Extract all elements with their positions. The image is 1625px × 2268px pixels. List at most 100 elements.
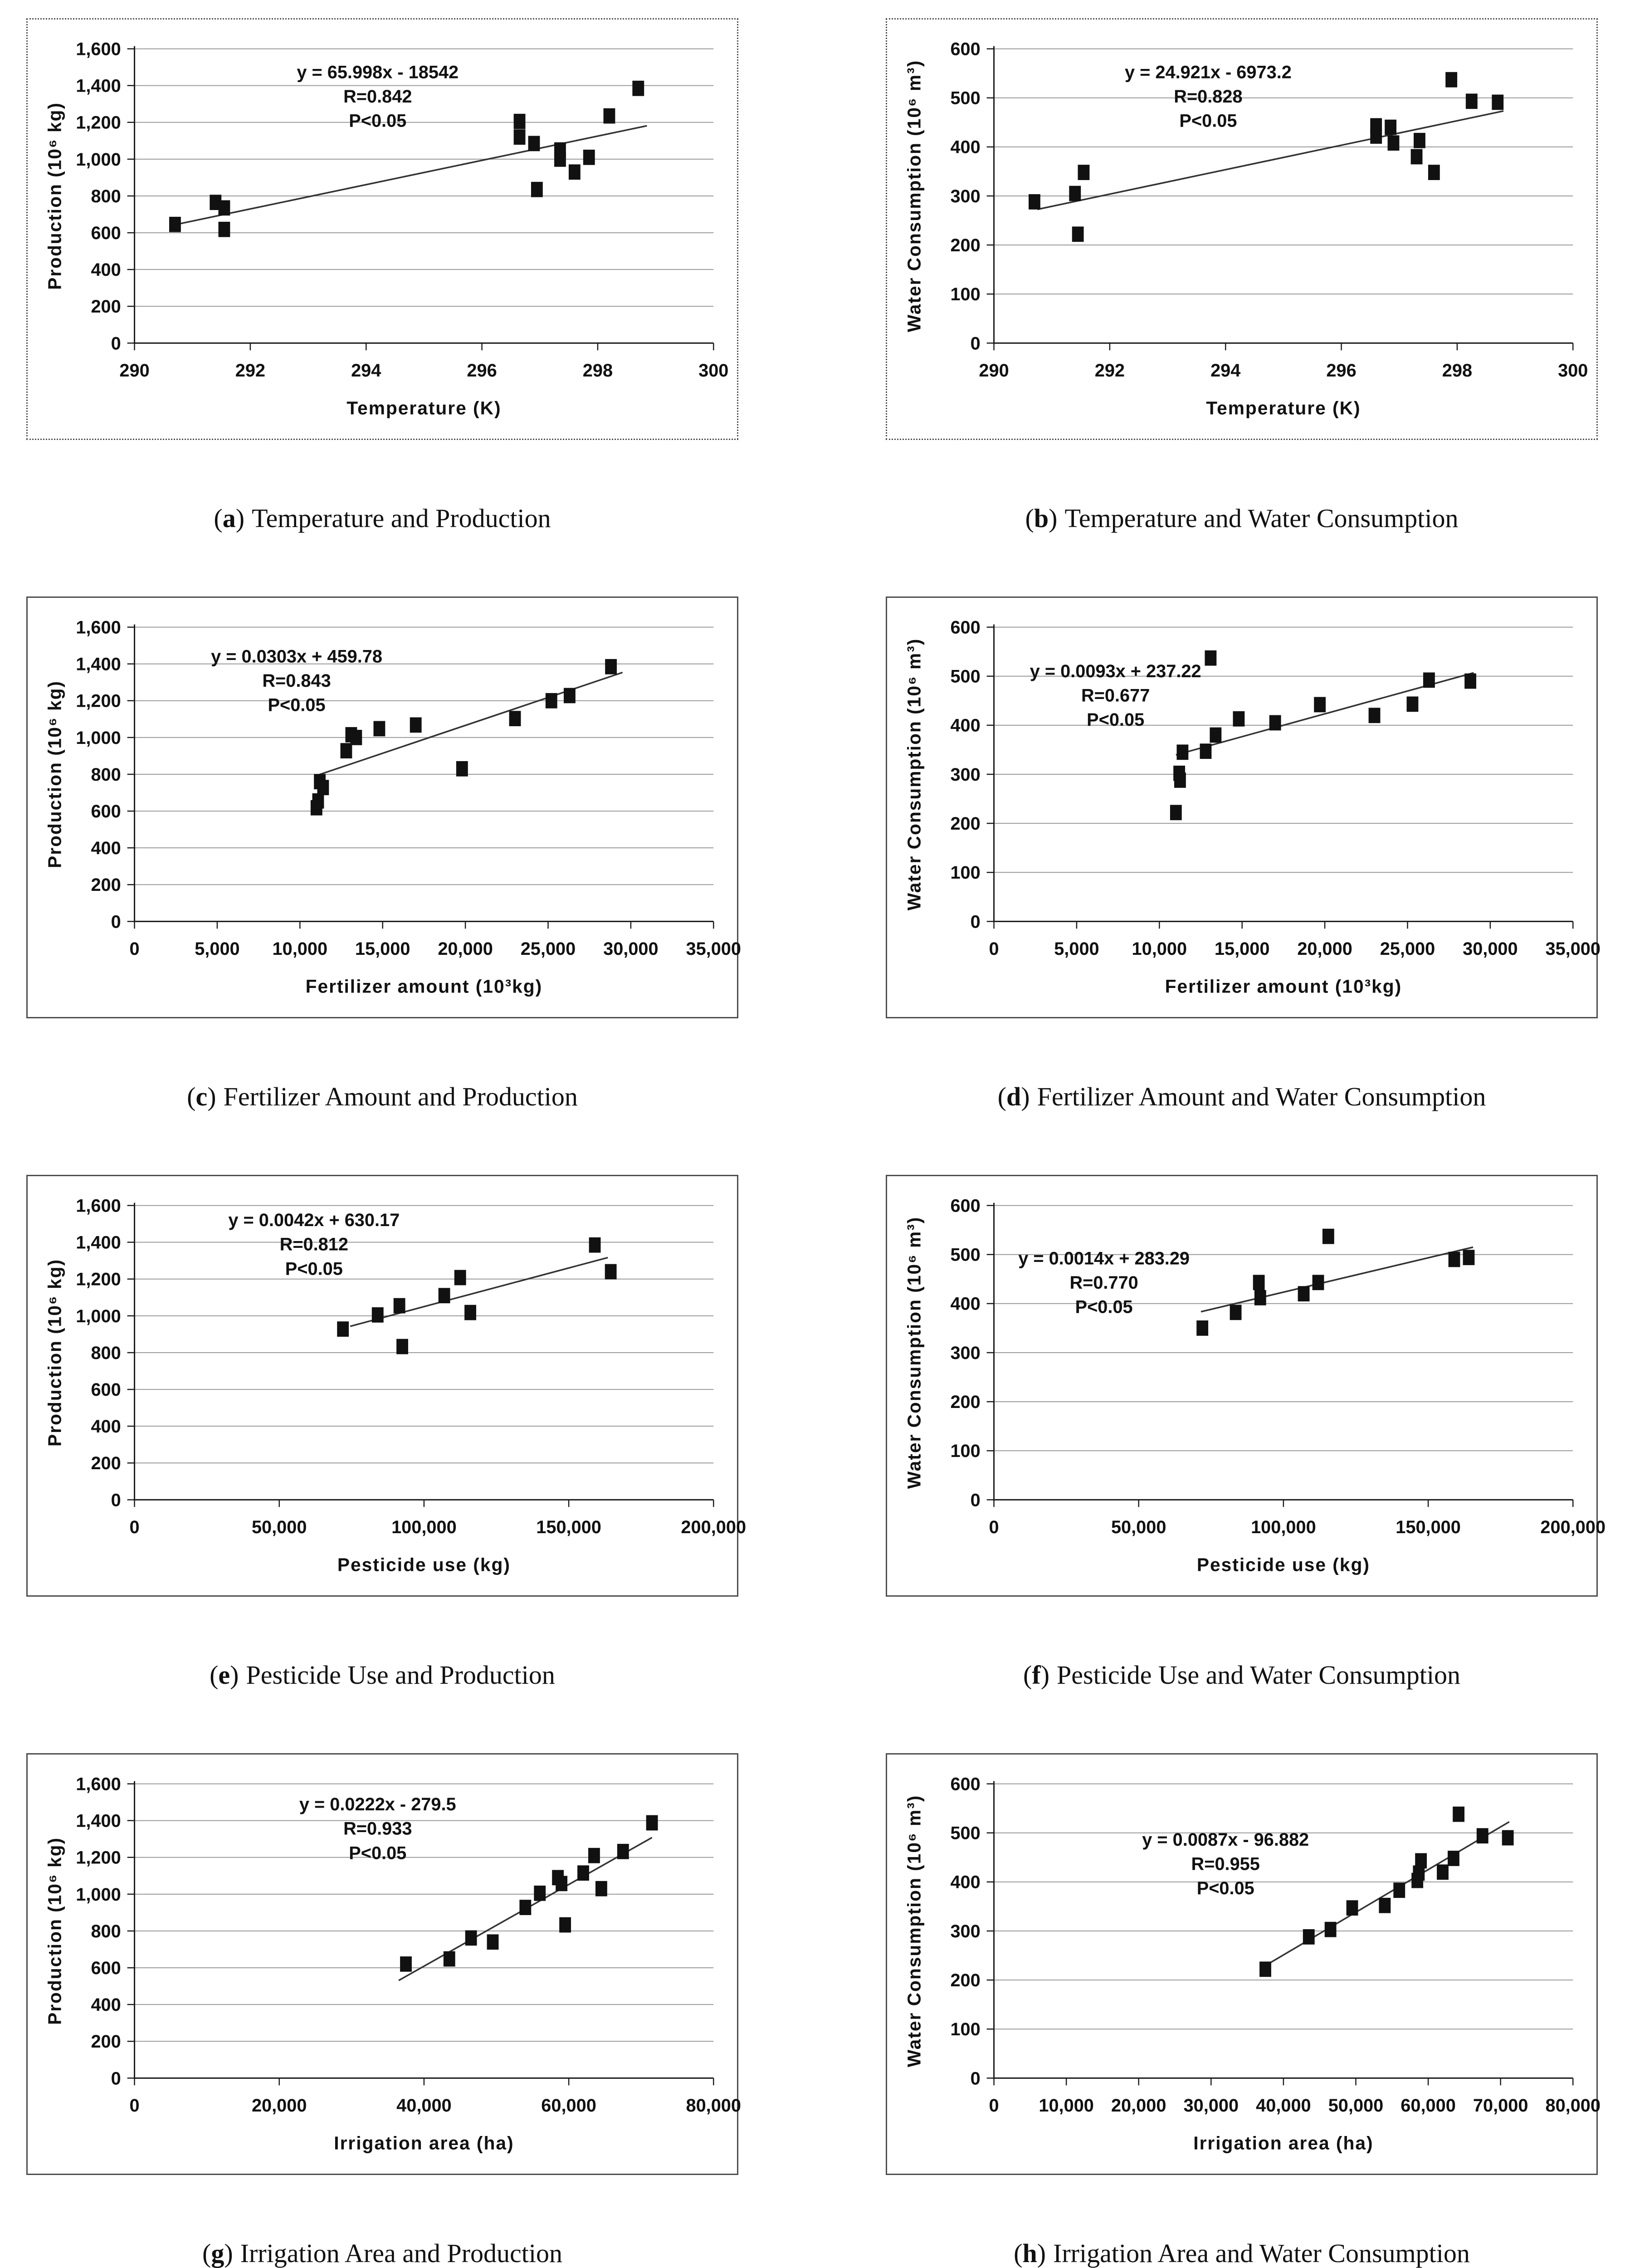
- y-tick-label: 1,600: [76, 617, 121, 637]
- x-tick-label: 300: [1558, 361, 1588, 381]
- scatter-point: [534, 1885, 546, 1901]
- scatter-point: [1205, 650, 1217, 666]
- scatter-point: [1406, 696, 1419, 712]
- trendline: [350, 1256, 608, 1327]
- scatter-point: [589, 1237, 601, 1253]
- x-tick-label: 200,000: [681, 1517, 746, 1537]
- y-tick-label: 1,000: [76, 1306, 121, 1326]
- x-tick-label: 20,000: [1297, 939, 1352, 959]
- scatter-point: [1415, 1853, 1427, 1869]
- figure-panel-f: 0 50,000 100,000 150,000 200,000 0 100 200 300 40…: [886, 1175, 1605, 1597]
- y-tick-label: 200: [950, 814, 980, 834]
- r-value-label: R=0.828: [1174, 87, 1242, 107]
- scatter-point: [559, 1917, 571, 1933]
- x-tick-label: 30,000: [1463, 939, 1518, 959]
- y-tick-label: 0: [971, 2068, 981, 2088]
- caption-text: Irrigation Area and Water Consumption: [1053, 2239, 1470, 2268]
- scatter-point: [1423, 672, 1435, 688]
- scatter-point: [1448, 1251, 1460, 1267]
- scatter-point: [438, 1288, 450, 1304]
- scatter-point: [1322, 1228, 1334, 1244]
- scatter-point: [373, 721, 386, 737]
- x-axis-title: Irrigation area (ha): [334, 2132, 514, 2153]
- y-tick-label: 200: [91, 1453, 121, 1473]
- x-tick-label: 296: [467, 361, 497, 381]
- figure-caption-h: (h) Irrigation Area and Water Consumption: [886, 2175, 1598, 2268]
- scatter-point: [1346, 1900, 1358, 1916]
- scatter-point: [513, 113, 526, 129]
- figure-panel-e: 0 50,000 100,000 150,000 200,000 0 200 400 600 80…: [26, 1175, 746, 1597]
- x-tick-label: 292: [1095, 361, 1125, 381]
- y-tick-label: 1,400: [76, 1811, 121, 1831]
- y-tick-label: 1,200: [76, 113, 121, 133]
- scatter-point: [1379, 1897, 1391, 1913]
- x-tick-label: 10,000: [1039, 2096, 1094, 2116]
- scatter-point: [400, 1956, 412, 1972]
- x-tick-label: 298: [1442, 361, 1472, 381]
- caption-close-paren: ): [1040, 1660, 1050, 1690]
- y-tick-label: 800: [91, 186, 121, 206]
- y-tick-label: 1,400: [76, 1233, 121, 1253]
- y-tick-label: 500: [950, 1823, 980, 1843]
- y-tick-label: 0: [111, 1490, 121, 1510]
- scatter-point: [464, 1305, 476, 1320]
- y-axis-title: Water Consumption (10⁶ m³): [904, 638, 925, 911]
- caption-text: Fertilizer Amount and Water Consumption: [1037, 1082, 1486, 1111]
- y-tick-label: 200: [950, 1392, 980, 1412]
- chart-svg-d: 0 5,000 10,000 15,000 20,000 25,000 30,000 35,0…: [904, 617, 1601, 997]
- scatter-point: [312, 793, 324, 809]
- y-tick-label: 1,400: [76, 655, 121, 675]
- caption-text: Irrigation Area and Production: [240, 2239, 562, 2268]
- y-tick-label: 200: [91, 2032, 121, 2052]
- y-tick-label: 200: [91, 297, 121, 317]
- x-tick-label: 294: [351, 361, 381, 381]
- y-tick-label: 400: [950, 137, 980, 157]
- x-axis-title: Fertilizer amount (10³kg): [306, 976, 543, 997]
- figure-caption-a: (a) Temperature and Production: [26, 440, 738, 596]
- scatter-point: [531, 181, 543, 197]
- y-tick-label: 200: [91, 875, 121, 895]
- figure-panel-b: 290 292 294 296 298 300 0 100 200 300 400 500 600 Tem…: [886, 18, 1598, 440]
- y-tick-label: 100: [950, 284, 980, 304]
- scatter-point: [1385, 119, 1397, 135]
- x-tick-label: 296: [1326, 361, 1356, 381]
- x-tick-label: 150,000: [536, 1517, 601, 1537]
- scatter-point: [1465, 93, 1478, 109]
- y-tick-label: 0: [971, 912, 981, 932]
- scatter-point: [1393, 1882, 1405, 1898]
- y-tick-label: 400: [91, 838, 121, 858]
- y-tick-label: 200: [950, 1970, 980, 1990]
- caption-label: b: [1034, 503, 1049, 533]
- x-tick-label: 294: [1210, 361, 1240, 381]
- y-axis-title: Production (10⁶ kg): [44, 102, 65, 290]
- scatter-point: [509, 711, 521, 727]
- scatter-point: [218, 200, 230, 216]
- caption-text: Pesticide Use and Production: [246, 1660, 555, 1690]
- x-tick-label: 15,000: [355, 939, 410, 959]
- p-value-label: P<0.05: [268, 695, 326, 715]
- y-tick-label: 500: [950, 667, 980, 687]
- caption-label: h: [1022, 2239, 1037, 2268]
- y-tick-label: 1,000: [76, 1885, 121, 1905]
- y-tick-label: 800: [91, 1343, 121, 1363]
- scatter-point: [1453, 1806, 1465, 1822]
- scatter-point: [1445, 72, 1458, 88]
- scatter-point: [371, 1307, 384, 1323]
- caption-open-paren: (: [1025, 503, 1034, 533]
- scatter-point: [617, 1843, 629, 1859]
- y-tick-label: 500: [950, 88, 980, 108]
- x-tick-label: 5,000: [1054, 939, 1099, 959]
- r-value-label: R=0.677: [1081, 686, 1150, 706]
- y-axis-title: Production (10⁶ kg): [44, 680, 65, 868]
- equation-label: y = 65.998x - 18542: [297, 62, 459, 82]
- scatter-point: [568, 164, 581, 180]
- caption-label: d: [1006, 1082, 1021, 1111]
- y-tick-label: 1,600: [76, 1196, 121, 1216]
- scatter-point: [1176, 744, 1189, 760]
- y-axis-title: Water Consumption (10⁶ m³): [904, 1217, 925, 1489]
- scatter-point: [1298, 1286, 1310, 1302]
- y-tick-label: 600: [91, 1958, 121, 1978]
- scatter-point: [528, 136, 540, 152]
- scatter-point: [1029, 194, 1040, 210]
